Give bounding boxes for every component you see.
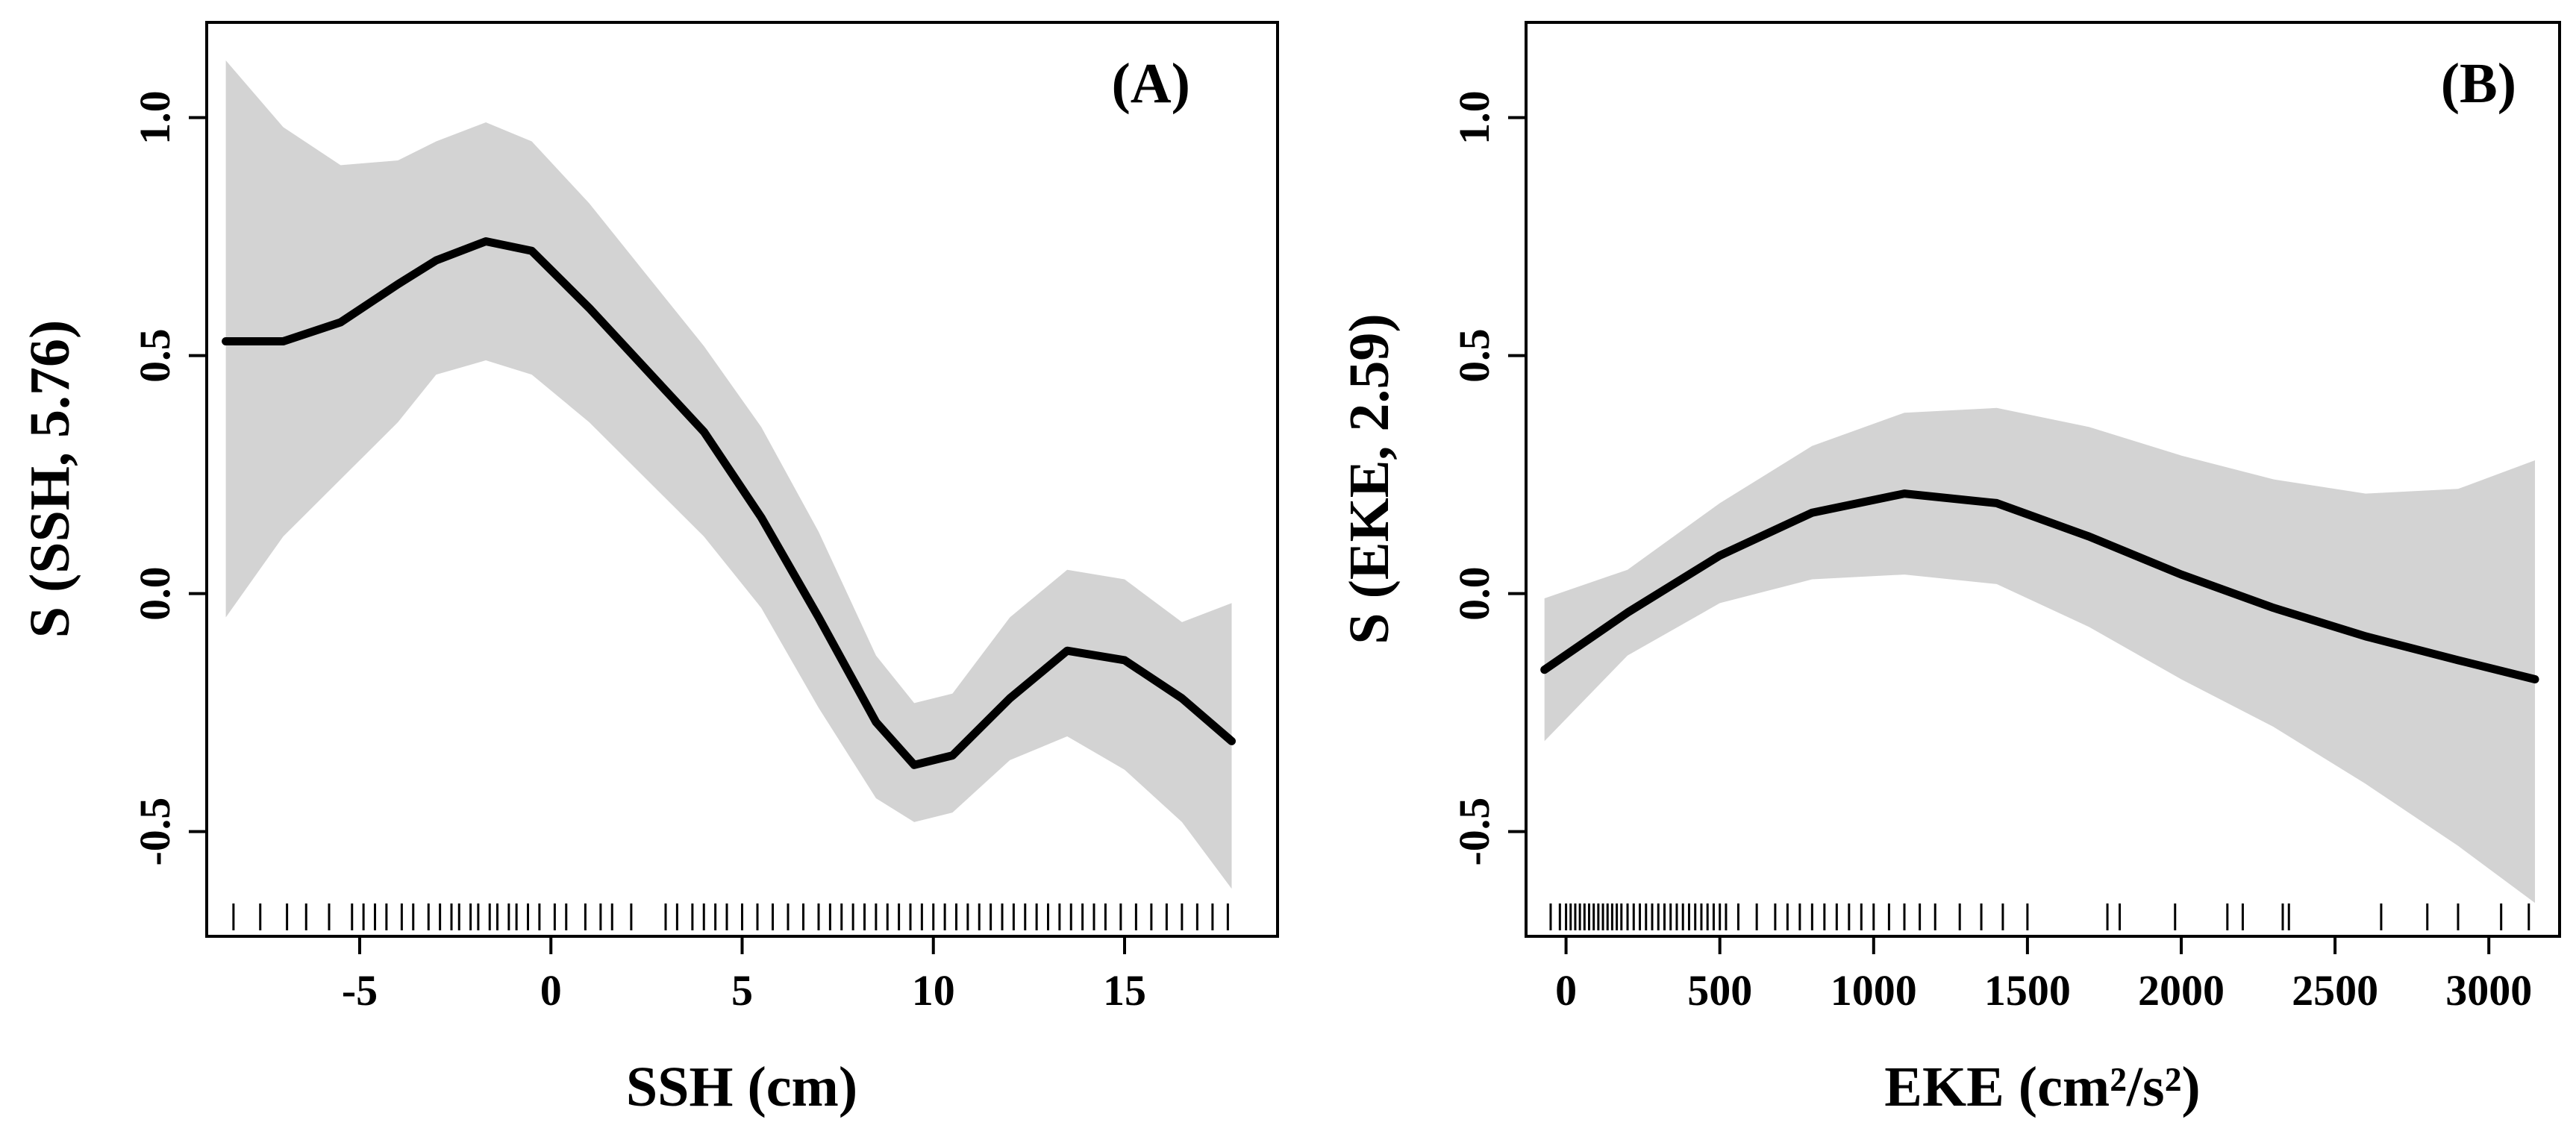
x-tick-label: 2000 [2138,966,2225,1015]
panel-a: -5 0 5 10 15 -0.5 0.0 0.5 1.0 (A) SSH (cm) S (SS… [19,21,1279,1118]
axis-ticks: 0 500 1000 1500 2000 2500 3000 -0.5 0.0 0.5 1.0 [1450,90,2532,1015]
plot-frame [1525,21,2561,938]
y-tick-label: 0.0 [1450,566,1498,621]
confidence-band [1544,407,2535,903]
x-axis-title: SSH (cm) [626,1056,857,1118]
x-tick-label: 1500 [1984,966,2071,1015]
x-tick-label: 5 [731,966,753,1015]
y-tick-label: -0.5 [1450,798,1498,866]
rug-marks [1549,903,2530,930]
x-tick-label: 1000 [1831,966,1917,1015]
smooth-line [1540,489,2539,683]
x-tick-label: 2500 [2292,966,2378,1015]
x-tick-label: 500 [1687,966,1752,1015]
y-tick-label: 0.5 [1450,328,1498,383]
x-tick-label: 3000 [2445,966,2532,1015]
panel-label: (A) [1111,52,1190,115]
y-tick-label: 1.0 [131,90,179,145]
x-tick-label: 15 [1103,966,1146,1015]
smooth-line [222,237,1236,769]
y-tick-label: 0.0 [131,566,179,621]
rug-marks [232,903,1229,930]
y-tick-label: 1.0 [1450,90,1498,145]
y-axis-title: S (EKE, 2.59) [1338,313,1401,644]
x-tick-label: 10 [912,966,955,1015]
axis-ticks: -5 0 5 10 15 -0.5 0.0 0.5 1.0 [131,90,1146,1015]
y-tick-label: -0.5 [131,798,179,866]
x-tick-label: 0 [540,966,562,1015]
x-tick-label: 0 [1555,966,1577,1015]
panel-b: 0 500 1000 1500 2000 2500 3000 -0.5 0.0 0.5 1.0 (B… [1338,21,2561,1118]
y-tick-label: 0.5 [131,328,179,383]
x-tick-label: -5 [342,966,378,1015]
y-axis-title: S (SSH, 5.76) [19,320,81,639]
x-axis-title: EKE (cm²/s²) [1884,1056,2200,1118]
panel-label: (B) [2441,52,2516,115]
